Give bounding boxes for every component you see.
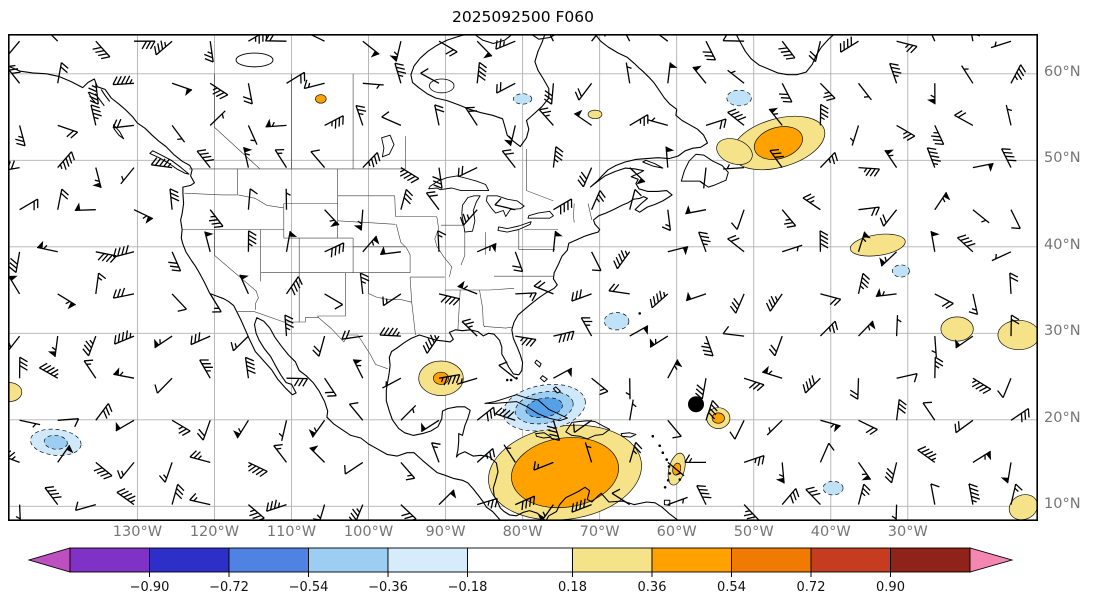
- colorbar-tick-label: −0.72: [209, 580, 249, 595]
- pacific-negative: [30, 428, 82, 456]
- lon-tick-label: 30°W: [887, 524, 928, 540]
- lon-tick-label: 60°W: [656, 524, 697, 540]
- analysis-point-dot: [688, 396, 704, 413]
- pacific-positive-edge: [8, 382, 23, 402]
- lat-tick-label: 60°N: [1044, 63, 1081, 80]
- lon-tick-label: 120°W: [189, 524, 240, 540]
- colorbar-tick-label: −0.54: [289, 580, 329, 595]
- lon-tick-label: 40°W: [810, 524, 851, 540]
- lat-tick-label: 10°N: [1044, 496, 1081, 513]
- colorbar-segment: [890, 547, 971, 573]
- lon-tick-label: 80°W: [502, 524, 543, 540]
- colorbar-under-arrow: [27, 547, 71, 573]
- colorbar: −0.90 −0.72 −0.54 −0.36 −0.18 0.18 0.36 0.54 0.7…: [27, 547, 1014, 595]
- colorbar-tick-label: 0.18: [558, 580, 587, 595]
- caribbean-positive-large: [488, 424, 642, 521]
- bermuda-negative-small: [603, 312, 630, 331]
- lon-tick-label: 130°W: [112, 524, 163, 540]
- chart-title: 2025092500 F060: [451, 8, 595, 26]
- mid-atlantic-negative-small: [892, 264, 910, 278]
- lon-tick-label: 50°W: [733, 524, 774, 540]
- colorbar-segment: [651, 547, 732, 573]
- colorbar-tick-label: 0.54: [717, 580, 746, 595]
- newfoundland-positive-west-lobe: [716, 138, 753, 165]
- quebec-positive-tiny: [587, 109, 603, 120]
- lon-tick-label: 90°W: [425, 524, 466, 540]
- colorbar-tick-label: −0.36: [368, 580, 408, 595]
- colorbar-segment: [572, 547, 653, 573]
- lon-tick-label: 70°W: [579, 524, 620, 540]
- colorbar-segment: [387, 547, 468, 573]
- map-plot-canvas: [8, 34, 1038, 521]
- antilles-positive-small: [706, 407, 731, 429]
- colorbar-tick-label: −0.90: [130, 580, 170, 595]
- colorbar-segment: [467, 547, 573, 573]
- lon-tick-label: 100°W: [343, 524, 394, 540]
- subtropical-positive-east: [997, 319, 1038, 351]
- colorbar-segment: [731, 547, 812, 573]
- colorbar-segment: [810, 547, 891, 573]
- colorbar-segment: [308, 547, 389, 573]
- lat-tick-label: 30°N: [1044, 323, 1081, 340]
- colorbar-tick-label: 0.36: [638, 580, 667, 595]
- colorbar-segment: [228, 547, 309, 573]
- subtropical-positive-west: [940, 316, 974, 342]
- colorbar-tick-label: 0.90: [876, 580, 905, 595]
- tropical-positive-edge: [1008, 494, 1038, 521]
- lon-tick-label: 110°W: [266, 524, 317, 540]
- colorbar-tick-label: 0.72: [797, 580, 826, 595]
- tropical-negative-small: [822, 480, 844, 496]
- lat-tick-label: 40°N: [1044, 236, 1081, 253]
- hudson-positive-tiny: [315, 94, 327, 104]
- hudson-east-negative-tiny: [513, 93, 533, 105]
- colorbar-tick-label: −0.18: [448, 580, 488, 595]
- labrador-sea-negative-small: [726, 89, 752, 107]
- colorbar-segment: [149, 547, 230, 573]
- lat-tick-label: 50°N: [1044, 150, 1081, 167]
- colorbar-over-arrow: [969, 547, 1014, 573]
- colorbar-segment: [69, 547, 150, 573]
- atlantic-positive-streak: [849, 233, 906, 257]
- lat-tick-label: 20°N: [1044, 409, 1081, 426]
